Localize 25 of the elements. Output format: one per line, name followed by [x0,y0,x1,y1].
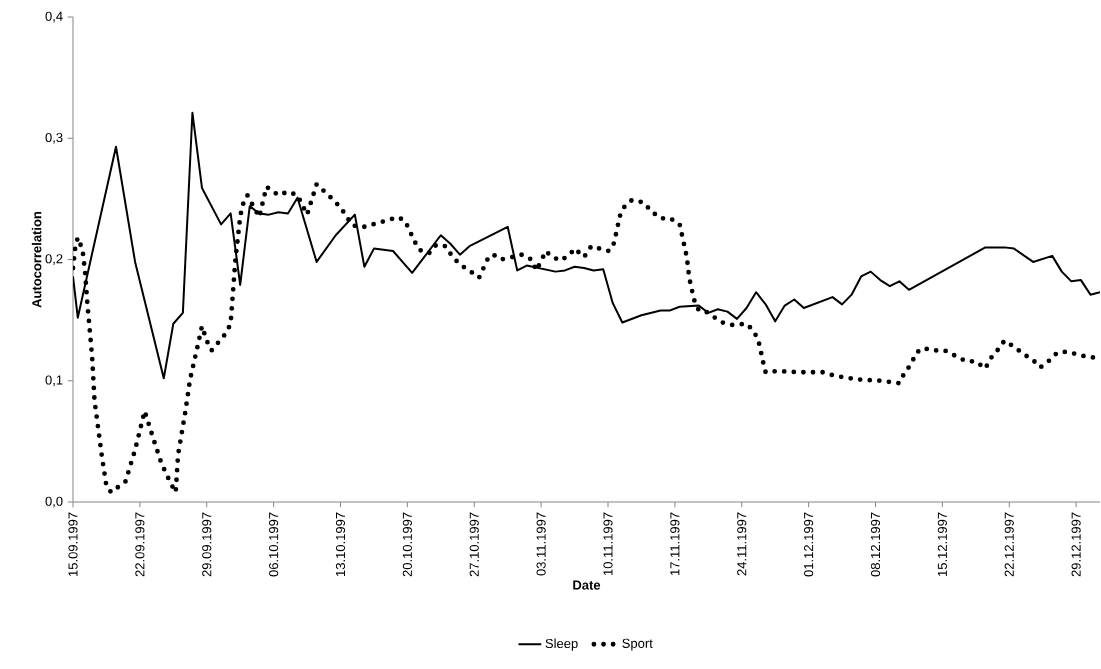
x-tick-label: 24.11.1997 [737,512,747,576]
legend-label: Sleep [545,638,578,651]
x-tick-label: 22.09.1997 [135,512,145,577]
y-tick-label: 0,1 [45,375,63,387]
x-tick-label: 29.12.1997 [1071,512,1081,577]
x-axis-title: Date [573,580,601,590]
x-tick-label: 03.11.1997 [536,512,546,576]
x-tick-label: 17.11.1997 [670,512,680,576]
x-tick-label: 10.11.1997 [603,512,613,576]
x-tick-label: 15.09.1997 [68,512,78,577]
x-tick-label: 15.12.1997 [937,512,947,577]
x-tick-label: 06.10.1997 [269,512,279,577]
x-tick-label: 27.10.1997 [469,512,479,577]
y-tick-label: 0,0 [45,496,63,508]
x-tick-label: 01.12.1997 [804,512,814,577]
x-tick-label: 08.12.1997 [870,512,881,577]
y-axis-title: Autocorrelation [31,211,42,308]
x-tick-label: 13.10.1997 [335,512,346,577]
x-tick-label: 29.09.1997 [202,512,212,577]
y-tick-label: 0,4 [45,11,63,23]
x-tick-label: 22.12.1997 [1004,512,1014,577]
y-tick-label: 0,3 [45,132,63,144]
legend-label: Sport [622,638,653,651]
y-tick-label: 0,2 [45,254,63,265]
x-tick-label: 20.10.1997 [402,512,412,577]
